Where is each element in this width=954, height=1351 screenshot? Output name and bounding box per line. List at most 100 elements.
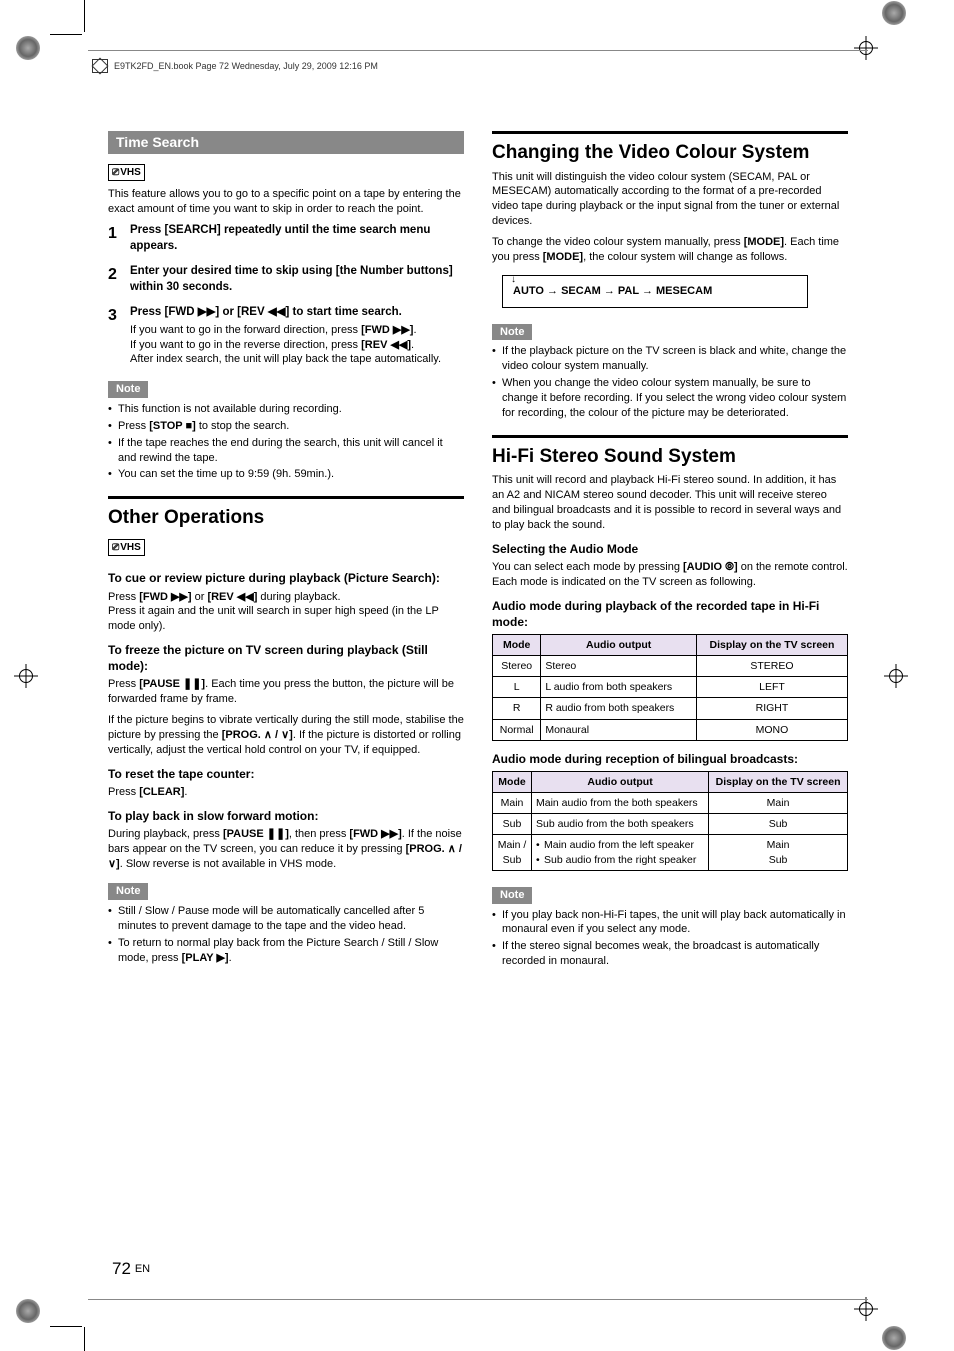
- divider: [108, 496, 464, 499]
- cycle-text: AUTO → SECAM → PAL → MESECAM: [513, 285, 712, 297]
- table-row: Stereo Stereo STEREO: [493, 656, 848, 677]
- cell-mode: R: [493, 698, 541, 719]
- note-label: Note: [108, 883, 148, 900]
- note-item: If the stereo signal becomes weak, the b…: [492, 939, 848, 969]
- cell-mode: Stereo: [493, 656, 541, 677]
- freeze-body1: Press [PAUSE ❚❚]. Each time you press th…: [108, 677, 464, 707]
- th-mode: Mode: [493, 771, 532, 792]
- book-icon: [92, 59, 108, 73]
- cell-mode: L: [493, 677, 541, 698]
- step-detail-2: If you want to go in the reverse directi…: [130, 338, 464, 368]
- page-lang: EN: [135, 1263, 150, 1275]
- cell-mode: Main: [493, 793, 532, 814]
- note-item: You can set the time up to 9:59 (9h. 59m…: [108, 467, 464, 482]
- crop-dot-tr: [882, 1, 906, 25]
- right-column: Changing the Video Colour System This un…: [492, 131, 848, 977]
- cell-display: LEFT: [696, 677, 847, 698]
- reset-title: To reset the tape counter:: [108, 766, 464, 782]
- note-item: This function is not available during re…: [108, 402, 464, 417]
- reg-left: [14, 664, 38, 688]
- cell-display: Main: [709, 793, 848, 814]
- step-num: 2: [108, 264, 122, 297]
- hifi-p1: This unit will record and playback Hi-Fi…: [492, 473, 848, 532]
- table-row: L L audio from both speakers LEFT: [493, 677, 848, 698]
- other-ops-notes: Still / Slow / Pause mode will be automa…: [108, 904, 464, 965]
- colour-heading: Changing the Video Colour System: [492, 140, 848, 166]
- cell-output: Main audio from the both speakers: [532, 793, 709, 814]
- cell-display: RIGHT: [696, 698, 847, 719]
- cycle-arrow-icon: ↓: [511, 273, 516, 287]
- audio-table-bilingual: Mode Audio output Display on the TV scre…: [492, 771, 848, 871]
- cell-mode: Sub: [493, 814, 532, 835]
- select-audio-title: Selecting the Audio Mode: [492, 541, 848, 557]
- divider: [492, 435, 848, 438]
- note-item: When you change the video colour system …: [492, 376, 848, 421]
- note-item: Still / Slow / Pause mode will be automa…: [108, 904, 464, 934]
- table1-caption: Audio mode during playback of the record…: [492, 598, 848, 630]
- cell-output: L audio from both speakers: [541, 677, 697, 698]
- step-1: 1 Press [SEARCH] repeatedly until the ti…: [108, 223, 464, 256]
- cell-mode: Main /Sub: [493, 835, 532, 870]
- crop-line-tl-v: [84, 0, 85, 32]
- header-text: E9TK2FD_EN.book Page 72 Wednesday, July …: [114, 60, 378, 72]
- step-detail-1: If you want to go in the forward directi…: [130, 323, 464, 338]
- time-search-notes: This function is not available during re…: [108, 402, 464, 482]
- table-row: Normal Monaural MONO: [493, 719, 848, 740]
- note-item: If the playback picture on the TV screen…: [492, 344, 848, 374]
- cell-output: Main audio from the left speaker Sub aud…: [532, 835, 709, 870]
- divider: [492, 131, 848, 134]
- crop-line-bl-h: [50, 1326, 82, 1327]
- cell-output: Monaural: [541, 719, 697, 740]
- reg-right: [884, 664, 908, 688]
- page-frame: E9TK2FD_EN.book Page 72 Wednesday, July …: [88, 50, 868, 1300]
- left-column: Time Search VHS This feature allows you …: [108, 131, 464, 977]
- step-title: Press [FWD ▶▶] or [REV ◀◀] to start time…: [130, 305, 464, 321]
- mode-cycle-box: ↓ AUTO → SECAM → PAL → MESECAM: [502, 275, 808, 308]
- cell-output: R audio from both speakers: [541, 698, 697, 719]
- th-mode: Mode: [493, 634, 541, 655]
- note-item: If you play back non-Hi-Fi tapes, the un…: [492, 908, 848, 938]
- header-line: E9TK2FD_EN.book Page 72 Wednesday, July …: [88, 51, 868, 81]
- select-audio-p: You can select each mode by pressing [AU…: [492, 560, 848, 590]
- note-item: To return to normal play back from the P…: [108, 936, 464, 966]
- cell-mode: Normal: [493, 719, 541, 740]
- step-num: 1: [108, 223, 122, 256]
- time-search-steps: 1 Press [SEARCH] repeatedly until the ti…: [108, 223, 464, 367]
- table-row: Main Main audio from the both speakers M…: [493, 793, 848, 814]
- crop-dot-bl: [16, 1299, 40, 1323]
- cell-display: Sub: [709, 814, 848, 835]
- colour-p2: To change the video colour system manual…: [492, 235, 848, 265]
- cell-output: Stereo: [541, 656, 697, 677]
- step-title: Enter your desired time to skip using [t…: [130, 264, 464, 295]
- page-number: 72 EN: [112, 1258, 150, 1281]
- other-operations-heading: Other Operations: [108, 505, 464, 531]
- crop-dot-tl: [16, 36, 40, 60]
- table-row: Sub Sub audio from the both speakers Sub: [493, 814, 848, 835]
- th-display: Display on the TV screen: [709, 771, 848, 792]
- step-2: 2 Enter your desired time to skip using …: [108, 264, 464, 297]
- hifi-heading: Hi-Fi Stereo Sound System: [492, 444, 848, 470]
- note-item: Press [STOP ■] to stop the search.: [108, 419, 464, 434]
- table2-caption: Audio mode during reception of bilingual…: [492, 751, 848, 767]
- note-label: Note: [108, 381, 148, 398]
- reg-bottom: [854, 1297, 878, 1321]
- th-output: Audio output: [541, 634, 697, 655]
- audio-table-hifi: Mode Audio output Display on the TV scre…: [492, 634, 848, 741]
- reset-body: Press [CLEAR].: [108, 785, 464, 800]
- cell-display: STEREO: [696, 656, 847, 677]
- vhs-badge: VHS: [108, 539, 145, 557]
- th-output: Audio output: [532, 771, 709, 792]
- crop-line-tl-h: [50, 34, 82, 35]
- freeze-title: To freeze the picture on TV screen durin…: [108, 642, 464, 674]
- vhs-badge: VHS: [108, 164, 145, 182]
- slow-body: During playback, press [PAUSE ❚❚], then …: [108, 827, 464, 872]
- slow-title: To play back in slow forward motion:: [108, 808, 464, 824]
- step-title: Press [SEARCH] repeatedly until the time…: [130, 223, 464, 254]
- freeze-body2: If the picture begins to vibrate vertica…: [108, 713, 464, 758]
- hifi-notes: If you play back non-Hi-Fi tapes, the un…: [492, 908, 848, 969]
- step-num: 3: [108, 305, 122, 367]
- cue-body: Press [FWD ▶▶] or [REV ◀◀] during playba…: [108, 590, 464, 635]
- crop-line-bl-v: [84, 1327, 85, 1351]
- cell-output: Sub audio from the both speakers: [532, 814, 709, 835]
- colour-notes: If the playback picture on the TV screen…: [492, 344, 848, 420]
